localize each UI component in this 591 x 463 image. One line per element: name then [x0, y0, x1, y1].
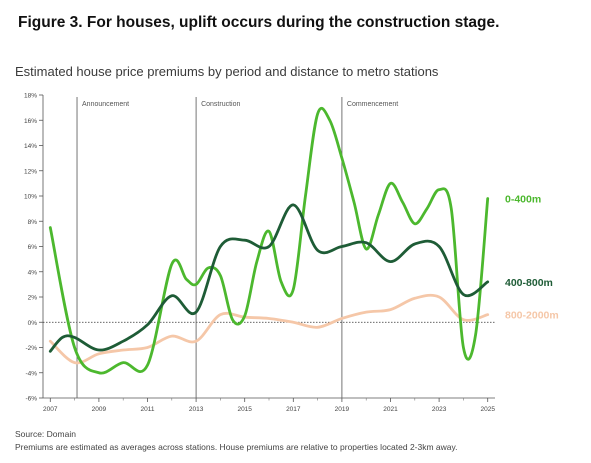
period-label: Construction [201, 101, 240, 108]
series-line-0-400m [48, 107, 490, 375]
y-tick-label: -2% [25, 345, 37, 352]
y-tick-label: 8% [28, 219, 38, 226]
y-tick-label: 2% [28, 295, 38, 302]
y-tick-label: -4% [25, 370, 37, 377]
series-label-400-800m: 400-800m [505, 277, 553, 289]
period-label: Commencement [347, 101, 398, 108]
y-tick-label: 6% [28, 244, 38, 251]
period-label: Announcement [82, 101, 129, 108]
y-tick-label: 16% [24, 118, 37, 125]
series-label-0-400m: 0-400m [505, 194, 541, 206]
figure-title: Figure 3. For houses, uplift occurs duri… [18, 14, 500, 31]
x-tick-label: 2007 [43, 406, 58, 413]
y-tick-label: 18% [24, 93, 37, 100]
y-tick-label: 12% [24, 168, 37, 175]
series-line-800-2000m [48, 293, 490, 365]
series-line-400-800m [48, 203, 490, 353]
x-tick-label: 2025 [480, 406, 495, 413]
x-tick-label: 2009 [92, 406, 107, 413]
series-label-800-2000m: 800-2000m [505, 310, 559, 322]
y-tick-label: 0% [28, 320, 38, 327]
x-tick-label: 2019 [335, 406, 350, 413]
y-tick-label: 10% [24, 194, 37, 201]
y-tick-label: -6% [25, 396, 37, 403]
y-tick-label: 14% [24, 143, 37, 150]
x-tick-label: 2023 [432, 406, 447, 413]
y-tick-label: 4% [28, 269, 38, 276]
x-tick-label: 2013 [189, 406, 204, 413]
line-chart: -6% -4% -2% 0% 2% 4% 6% 8% 10% 12% 14% 16% 18% 2007 20… [24, 93, 559, 414]
chart-subtitle: Estimated house price premiums by period… [15, 64, 439, 79]
x-tick-label: 2011 [141, 406, 155, 413]
x-tick-label: 2021 [383, 406, 398, 413]
x-tick-label: 2017 [286, 406, 301, 413]
source-note: Source: Domain [15, 429, 76, 439]
x-tick-label: 2015 [237, 406, 252, 413]
methodology-note: Premiums are estimated as averages acros… [15, 442, 458, 452]
